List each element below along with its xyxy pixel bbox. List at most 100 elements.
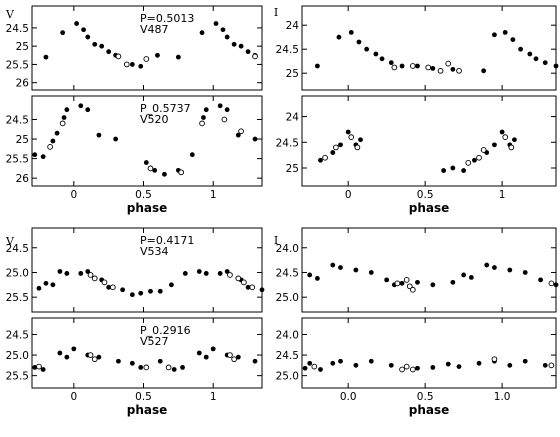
period-annotation: P_0.5737 [140, 102, 191, 115]
data-point-open [465, 160, 472, 166]
data-point-filled [92, 41, 98, 47]
data-point-filled [456, 364, 462, 369]
data-point-open [147, 165, 154, 172]
y-tick-label: 24.5 [6, 243, 29, 255]
data-point-open [394, 280, 401, 287]
data-point-filled [138, 290, 144, 296]
data-point-filled [171, 367, 177, 372]
panel-frame [301, 317, 557, 389]
data-point-open [235, 275, 242, 282]
data-point-filled [373, 51, 379, 57]
data-point-filled [217, 271, 223, 276]
data-point-filled [314, 276, 320, 281]
y-axis-label: V [5, 8, 15, 21]
panel-frame [301, 5, 557, 91]
data-point-filled [189, 152, 195, 158]
data-point-filled [318, 367, 323, 372]
data-point-filled [356, 39, 362, 45]
data-point-open [311, 363, 318, 370]
data-point-filled [210, 346, 216, 352]
y-tick-label: 24.0 [276, 329, 299, 341]
x-tick-label: 0.5 [135, 391, 152, 403]
data-point-open [221, 116, 228, 123]
data-point-open [348, 134, 355, 140]
panel-frame [31, 317, 263, 389]
data-point-filled [235, 132, 241, 138]
x-tick-label: 0.5 [417, 391, 434, 403]
data-point-filled [522, 358, 528, 364]
data-point-filled [78, 271, 84, 276]
y-tick-label: 25.5 [6, 292, 29, 304]
data-point-filled [57, 350, 63, 356]
data-point-filled [430, 282, 436, 288]
data-point-open [123, 61, 130, 68]
data-point-open [238, 128, 244, 135]
panel-frame [31, 5, 263, 91]
data-point-filled [461, 168, 467, 173]
data-point-filled [175, 54, 181, 60]
period-annotation: P=0.4171 [140, 234, 194, 247]
panel-frame [301, 95, 557, 187]
data-point-open [241, 279, 247, 286]
panel-frame [301, 227, 557, 313]
data-point-filled [314, 63, 320, 69]
data-point-filled [415, 279, 420, 285]
data-point-filled [450, 165, 456, 171]
data-point-filled [203, 271, 209, 276]
data-point-filled [120, 287, 126, 293]
data-point-open [409, 286, 416, 293]
data-point-filled [430, 365, 436, 370]
data-point-filled [203, 354, 209, 360]
data-point-filled [430, 66, 436, 71]
period-annotation: V520 [140, 113, 169, 126]
data-point-filled [330, 262, 336, 268]
data-point-filled [252, 136, 258, 142]
data-point-filled [388, 60, 394, 66]
data-point-open [87, 272, 94, 278]
y-axis-label: I [274, 234, 278, 247]
data-point-filled [180, 365, 185, 370]
y-tick-label: 25 [16, 41, 29, 53]
data-point-filled [224, 34, 230, 40]
data-point-open [502, 134, 509, 140]
data-point-filled [78, 103, 84, 109]
x-tick-label: 0.0 [340, 391, 357, 403]
data-point-filled [472, 157, 477, 163]
data-point-open [354, 144, 361, 151]
data-point-filled [182, 271, 188, 276]
data-point-open [178, 169, 185, 176]
y-tick-label: 24.5 [6, 329, 29, 341]
data-point-filled [74, 21, 80, 26]
data-point-filled [252, 358, 258, 364]
y-tick-label: 25.5 [6, 59, 29, 71]
data-point-filled [330, 150, 336, 155]
data-point-filled [553, 282, 559, 288]
x-axis-label: phase [409, 403, 450, 417]
data-point-filled [43, 280, 49, 286]
data-point-filled [168, 282, 174, 288]
panel-frame [31, 227, 263, 313]
data-point-filled [399, 63, 405, 69]
data-point-open [445, 60, 452, 67]
data-point-open [59, 120, 66, 127]
data-point-filled [336, 34, 342, 40]
data-point-filled [235, 354, 241, 360]
data-point-filled [468, 275, 474, 280]
data-point-filled [213, 21, 219, 26]
data-point-open [101, 279, 108, 286]
data-point-filled [518, 46, 523, 52]
data-point-filled [492, 142, 497, 148]
data-point-filled [415, 63, 420, 69]
data-point-open [165, 364, 172, 371]
data-point-filled [445, 361, 451, 367]
data-point-filled [99, 43, 105, 49]
data-point-filled [157, 288, 163, 294]
data-point-filled [388, 362, 394, 368]
y-tick-label: 25.5 [6, 154, 29, 166]
y-tick-label: 24.5 [276, 267, 299, 279]
period-annotation: V527 [140, 335, 169, 348]
data-point-filled [553, 63, 559, 69]
data-point-filled [533, 56, 539, 62]
data-point-filled [368, 270, 374, 275]
data-point-filled [353, 267, 359, 273]
